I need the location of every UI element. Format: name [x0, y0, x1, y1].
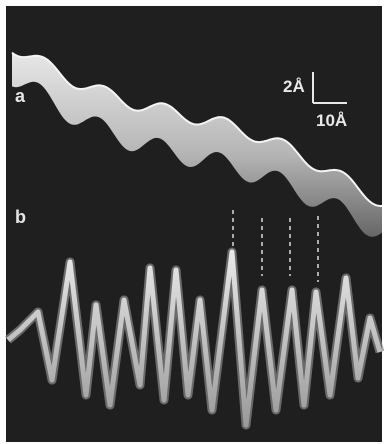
panel-label-b: b — [15, 207, 26, 227]
panel-a-surface-profile — [11, 51, 382, 237]
panel-a-ribbon-body — [12, 52, 382, 237]
scale-label-horizontal: 10Å — [316, 111, 348, 130]
panel-a-ribbon-edge — [11, 51, 382, 207]
scale-bar — [312, 72, 347, 104]
panel-b-profile-trace — [6, 249, 383, 428]
panel-b-line-profile — [5, 247, 385, 430]
panel-label-a: a — [15, 86, 26, 106]
scale-label-vertical: 2Å — [283, 77, 305, 96]
